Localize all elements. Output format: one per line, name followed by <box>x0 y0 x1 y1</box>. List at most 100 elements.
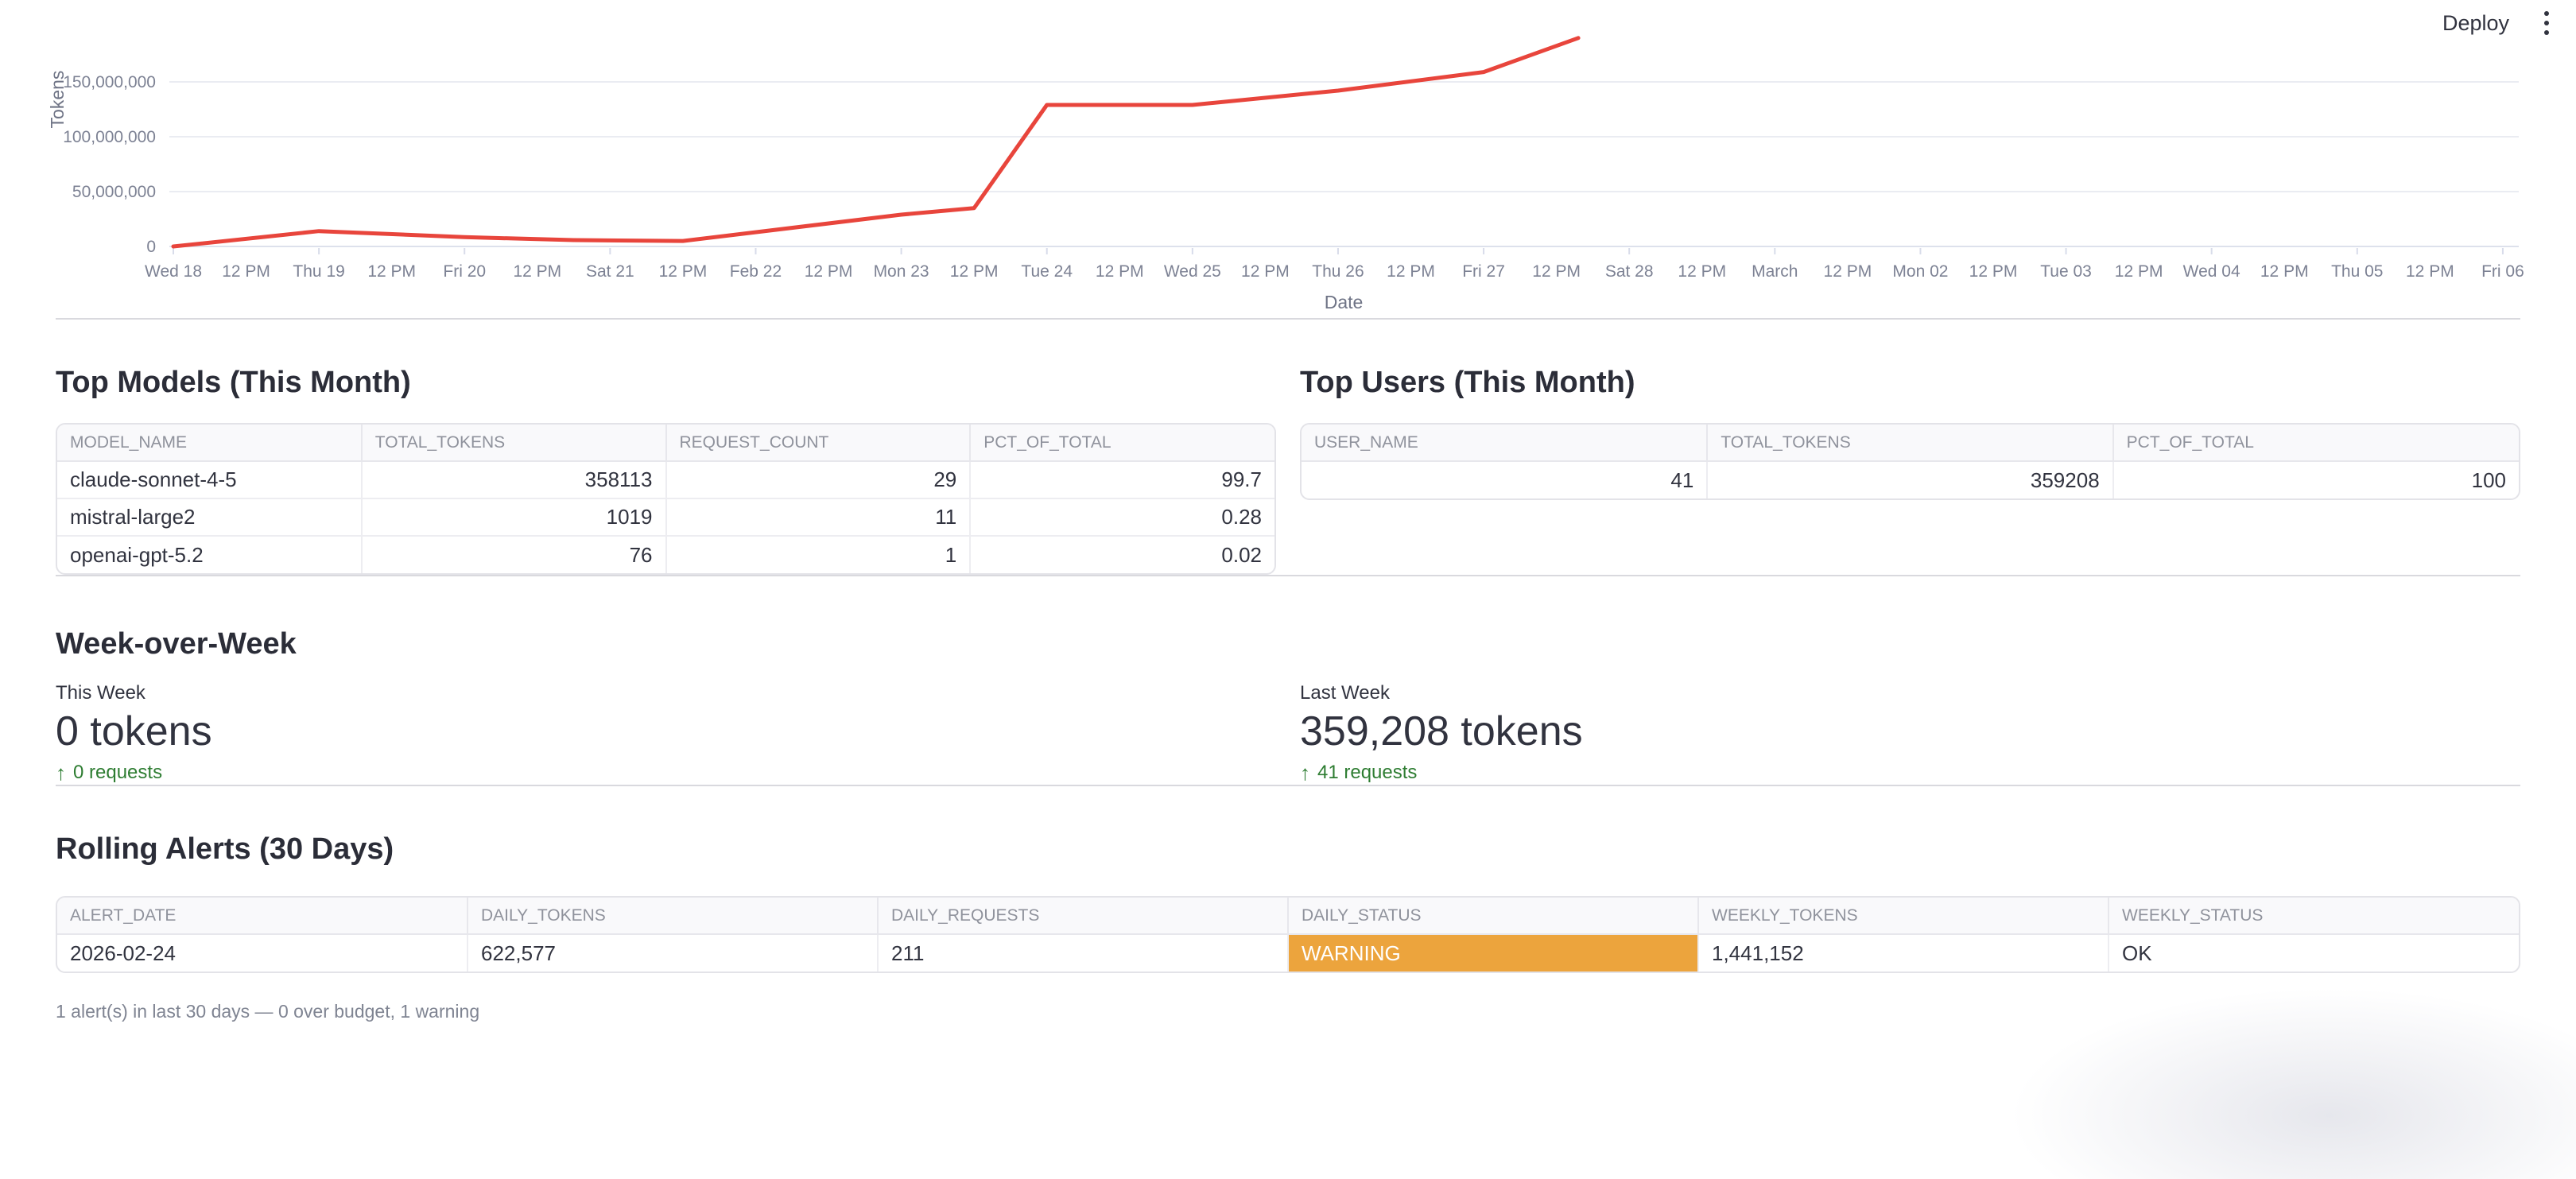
status-cell[interactable]: WARNING <box>1288 934 1699 972</box>
top-users-title: Top Users (This Month) <box>1300 366 1635 399</box>
table-cell[interactable]: 1 <box>665 536 972 573</box>
metric-last-week: Last Week 359,208 tokens ↑ 41 requests <box>1300 681 2520 785</box>
table-cell[interactable]: 0.02 <box>1221 542 1262 567</box>
kebab-dot <box>2544 21 2549 25</box>
deploy-button[interactable]: Deploy <box>2442 10 2509 35</box>
table-cell[interactable]: 29 <box>665 461 972 499</box>
metric-delta: ↑ 41 requests <box>1300 761 2520 785</box>
table-cell[interactable]: 76 <box>361 536 667 573</box>
top-models-section: Top Models (This Month) MODEL_NAME TOTAL_… <box>56 364 1276 575</box>
x-tick-label: Fri 27 <box>1462 262 1505 281</box>
table-cell[interactable]: 1,441,152 <box>1698 934 2109 972</box>
x-tick-label: 12 PM <box>1532 262 1581 281</box>
metric-value: 359,208 tokens <box>1300 708 1583 754</box>
table-row: 41 359208 100 <box>1302 461 2519 498</box>
column-header[interactable]: TOTAL_TOKENS <box>361 425 667 462</box>
table-cell[interactable]: 622,577 <box>467 934 879 972</box>
x-tick-label: 12 PM <box>513 262 561 281</box>
x-tick-label: Thu 26 <box>1312 262 1364 281</box>
column-header[interactable]: DAILY_TOKENS <box>467 898 879 935</box>
table-cell[interactable]: 359208 <box>1707 461 2114 498</box>
y-tick-label: 150,000,000 <box>63 73 156 91</box>
kebab-menu-icon[interactable] <box>2538 6 2555 40</box>
tokens-line-chart[interactable]: 0 50,000,000 100,000,000 150,000,000 Wed 18 1… <box>0 0 2576 318</box>
column-header[interactable]: WEEKLY_STATUS <box>2109 898 2519 935</box>
table-row: openai-gpt-5.2 76 1 0.02 <box>57 536 1274 573</box>
rolling-alerts-section: Rolling Alerts (30 Days) ALERT_DATE DAILY… <box>56 831 2520 1022</box>
y-tick-label: 100,000,000 <box>63 128 156 146</box>
metric-label: This Week <box>56 682 145 704</box>
rolling-alerts-table[interactable]: ALERT_DATE DAILY_TOKENS DAILY_REQUESTS DAIL… <box>56 896 2520 973</box>
week-over-week-section: Week-over-Week This Week 0 tokens ↑ 0 re… <box>56 626 2520 785</box>
table-cell[interactable]: 99.7 <box>970 461 1274 499</box>
metric-delta: ↑ 0 requests <box>56 761 1276 785</box>
table-cell[interactable]: 41 <box>1302 461 1709 498</box>
column-header[interactable]: PCT_OF_TOTAL <box>2112 425 2519 462</box>
column-header[interactable]: USER_NAME <box>1302 425 1709 462</box>
x-tick-label: Mon 23 <box>874 262 929 281</box>
x-tick-label: Wed 04 <box>2183 262 2240 281</box>
tokens-series-line <box>171 36 1581 249</box>
column-header[interactable]: MODEL_NAME <box>57 425 363 462</box>
divider <box>56 575 2520 576</box>
table-cell[interactable]: 1019 <box>361 498 667 537</box>
up-arrow-icon: ↑ <box>56 761 66 785</box>
x-tick-label: 12 PM <box>367 262 416 281</box>
x-tick-label: Tue 24 <box>1021 262 1073 281</box>
y-tick-label: 50,000,000 <box>72 183 156 201</box>
divider <box>56 785 2520 786</box>
column-header[interactable]: WEEKLY_TOKENS <box>1698 898 2109 935</box>
app-header: Deploy <box>2442 0 2555 46</box>
table-cell[interactable]: claude-sonnet-4-5 <box>57 461 363 499</box>
table-cell[interactable]: OK <box>2122 940 2152 965</box>
kebab-dot <box>2544 30 2549 35</box>
column-header[interactable]: DAILY_REQUESTS <box>878 898 1289 935</box>
week-over-week-title: Week-over-Week <box>56 627 297 661</box>
table-cell[interactable]: 2026-02-24 <box>57 934 468 972</box>
metric-delta-text: 0 requests <box>73 762 163 783</box>
table-cell[interactable]: openai-gpt-5.2 <box>57 536 363 573</box>
x-tick-label: Thu 19 <box>293 262 344 281</box>
x-tick-label: 12 PM <box>1241 262 1290 281</box>
metric-label: Last Week <box>1300 682 1390 704</box>
table-cell[interactable]: mistral-large2 <box>57 498 363 537</box>
x-tick-label: Fri 20 <box>443 262 486 281</box>
x-tick-label: 12 PM <box>1096 262 1144 281</box>
metrics-row: This Week 0 tokens ↑ 0 requests Last Wee… <box>56 681 2520 785</box>
x-tick-label: 12 PM <box>1969 262 2018 281</box>
x-tick-label: Tue 03 <box>2040 262 2092 281</box>
column-header[interactable]: REQUEST_COUNT <box>665 425 972 462</box>
x-tick-label: 12 PM <box>222 262 270 281</box>
up-arrow-icon: ↑ <box>1300 761 1310 785</box>
table-header-row: ALERT_DATE DAILY_TOKENS DAILY_REQUESTS DAIL… <box>57 898 2519 935</box>
column-header[interactable]: TOTAL_TOKENS <box>1707 425 2114 462</box>
x-tick-label: 12 PM <box>2406 262 2454 281</box>
metric-this-week: This Week 0 tokens ↑ 0 requests <box>56 681 1276 785</box>
x-tick-label: 12 PM <box>1824 262 1872 281</box>
tokens-line-chart-svg[interactable]: 0 50,000,000 100,000,000 150,000,000 Wed 18 1… <box>0 0 2576 318</box>
metric-delta-text: 41 requests <box>1317 762 1418 783</box>
y-axis-title: Tokens <box>47 71 68 129</box>
rolling-alerts-title: Rolling Alerts (30 Days) <box>56 832 394 866</box>
table-cell[interactable]: 211 <box>878 934 1289 972</box>
top-users-table[interactable]: USER_NAME TOTAL_TOKENS PCT_OF_TOTAL 41 35920… <box>1300 423 2520 500</box>
x-tick-label: 12 PM <box>2115 262 2163 281</box>
metric-value: 0 tokens <box>56 708 212 754</box>
table-row: mistral-large2 1019 11 0.28 <box>57 498 1274 537</box>
top-models-title: Top Models (This Month) <box>56 366 411 399</box>
alerts-caption: 1 alert(s) in last 30 days — 0 over budg… <box>56 1001 480 1022</box>
table-header-row: USER_NAME TOTAL_TOKENS PCT_OF_TOTAL <box>1302 425 2519 462</box>
top-models-table[interactable]: MODEL_NAME TOTAL_TOKENS REQUEST_COUNT PCT_O… <box>56 423 1276 575</box>
column-header[interactable]: ALERT_DATE <box>57 898 468 935</box>
table-cell[interactable]: 11 <box>665 498 972 537</box>
table-cell[interactable]: 0.28 <box>970 498 1274 537</box>
x-tick-label: 12 PM <box>1387 262 1435 281</box>
x-tick-label: Sat 28 <box>1605 262 1654 281</box>
column-header[interactable]: DAILY_STATUS <box>1288 898 1699 935</box>
table-cell[interactable]: 100 <box>2471 467 2506 492</box>
table-cell[interactable]: 358113 <box>361 461 667 499</box>
divider <box>56 318 2520 320</box>
column-header[interactable]: PCT_OF_TOTAL <box>970 425 1274 462</box>
main-content: Top Models (This Month) MODEL_NAME TOTAL_… <box>0 318 2576 1022</box>
